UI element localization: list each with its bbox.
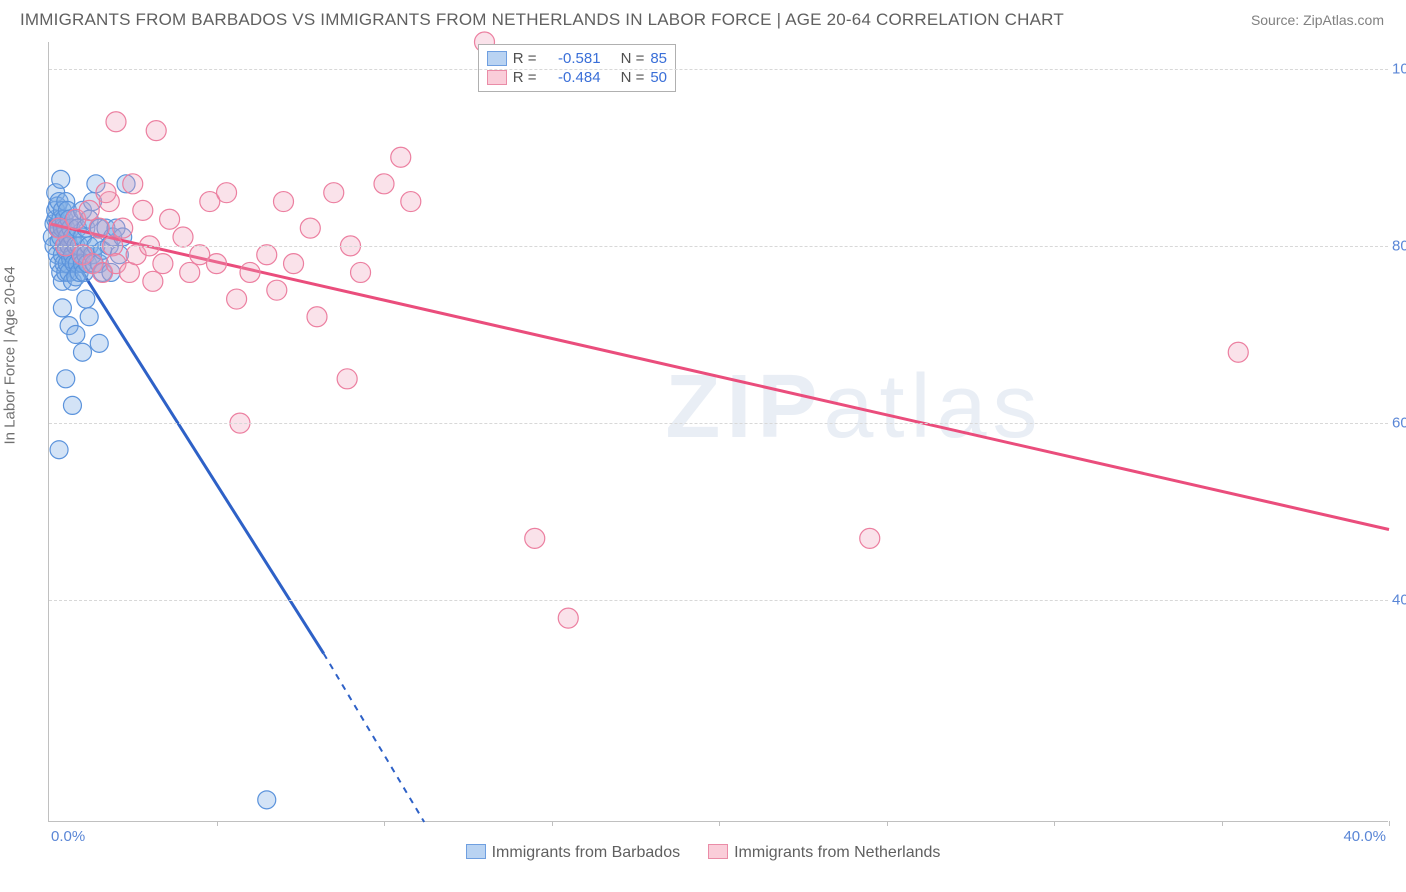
x-tick	[887, 821, 888, 826]
r-value: -0.484	[543, 69, 601, 86]
data-point	[143, 271, 163, 291]
data-point	[240, 262, 260, 282]
r-label: R =	[513, 69, 537, 86]
data-point	[351, 262, 371, 282]
legend-label: Immigrants from Barbados	[492, 844, 681, 861]
r-label: R =	[513, 50, 537, 67]
data-point	[207, 254, 227, 274]
x-tick	[217, 821, 218, 826]
legend-swatch	[487, 70, 507, 85]
correlation-legend-row: R = -0.581 N = 85	[487, 49, 667, 68]
data-point	[79, 200, 99, 220]
series-legend: Immigrants from Barbados Immigrants from …	[0, 844, 1406, 862]
data-point	[307, 307, 327, 327]
data-point	[113, 218, 133, 238]
data-point	[258, 791, 276, 809]
data-point	[77, 290, 95, 308]
data-point	[123, 174, 143, 194]
n-label: N =	[621, 69, 645, 86]
x-tick	[1054, 821, 1055, 826]
correlation-legend-row: R = -0.484 N = 50	[487, 68, 667, 87]
scatter-svg	[49, 42, 1388, 821]
data-point	[284, 254, 304, 274]
data-point	[160, 209, 180, 229]
data-point	[119, 262, 139, 282]
data-point	[558, 608, 578, 628]
data-point	[90, 334, 108, 352]
trend-line-extrapolated	[324, 654, 425, 822]
n-value: 85	[650, 50, 667, 67]
data-point	[1228, 342, 1248, 362]
legend-item: Immigrants from Netherlands	[708, 844, 940, 861]
gridline	[49, 600, 1388, 601]
data-point	[63, 396, 81, 414]
data-point	[860, 528, 880, 548]
data-point	[374, 174, 394, 194]
gridline	[49, 246, 1388, 247]
data-point	[257, 245, 277, 265]
data-point	[525, 528, 545, 548]
data-point	[180, 262, 200, 282]
x-tick	[719, 821, 720, 826]
y-tick-label: 80.0%	[1392, 237, 1406, 254]
chart-title: IMMIGRANTS FROM BARBADOS VS IMMIGRANTS F…	[20, 10, 1064, 30]
data-point	[391, 147, 411, 167]
chart-container: In Labor Force | Age 20-64 ZIPatlas R =-…	[0, 36, 1406, 866]
x-tick	[384, 821, 385, 826]
plot-area: ZIPatlas R =-0.581N =85R =-0.484N =50 0.…	[48, 42, 1388, 822]
gridline	[49, 69, 1388, 70]
y-tick-label: 60.0%	[1392, 415, 1406, 432]
data-point	[57, 370, 75, 388]
data-point	[267, 280, 287, 300]
x-tick	[1222, 821, 1223, 826]
data-point	[96, 183, 116, 203]
x-tick	[552, 821, 553, 826]
x-axis-end-label: 40.0%	[1343, 828, 1386, 845]
x-axis-origin-label: 0.0%	[51, 828, 85, 845]
source-attribution: Source: ZipAtlas.com	[1251, 12, 1384, 28]
data-point	[146, 121, 166, 141]
n-label: N =	[621, 50, 645, 67]
data-point	[133, 200, 153, 220]
data-point	[217, 183, 237, 203]
data-point	[227, 289, 247, 309]
data-point	[173, 227, 193, 247]
data-point	[337, 369, 357, 389]
r-value: -0.581	[543, 50, 601, 67]
data-point	[324, 183, 344, 203]
legend-item: Immigrants from Barbados	[466, 844, 681, 861]
gridline	[49, 423, 1388, 424]
data-point	[74, 343, 92, 361]
data-point	[274, 192, 294, 212]
data-point	[300, 218, 320, 238]
legend-swatch	[487, 51, 507, 66]
data-point	[67, 326, 85, 344]
data-point	[106, 112, 126, 132]
y-axis-label: In Labor Force | Age 20-64	[2, 266, 19, 444]
y-tick-label: 40.0%	[1392, 592, 1406, 609]
data-point	[52, 170, 70, 188]
legend-swatch	[466, 844, 486, 859]
data-point	[80, 308, 98, 326]
data-point	[401, 192, 421, 212]
data-point	[153, 254, 173, 274]
data-point	[50, 441, 68, 459]
y-tick-label: 100.0%	[1392, 60, 1406, 77]
legend-label: Immigrants from Netherlands	[734, 844, 940, 861]
data-point	[89, 218, 109, 238]
data-point	[53, 299, 71, 317]
legend-swatch	[708, 844, 728, 859]
n-value: 50	[650, 69, 667, 86]
x-tick	[1389, 821, 1390, 826]
